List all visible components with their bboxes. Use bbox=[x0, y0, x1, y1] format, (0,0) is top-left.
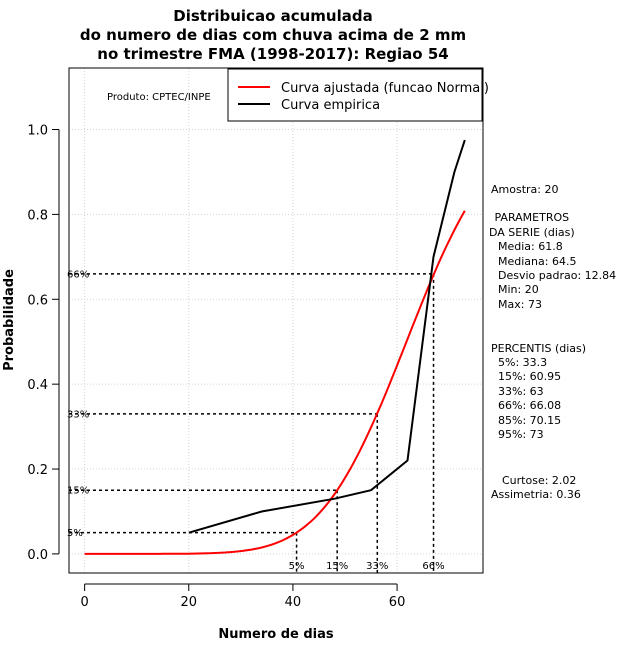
percentil-33: 33%: 63 bbox=[498, 385, 544, 398]
statistics-panel: Amostra: 20 PARAMETROS DA SERIE (dias) M… bbox=[489, 183, 616, 501]
param-min: Min: 20 bbox=[498, 283, 539, 296]
legend-label-fitted: Curva ajustada (funcao Normal) bbox=[281, 81, 489, 96]
x-tick-label-2: 40 bbox=[285, 595, 302, 610]
guide-label-left-3: 66% bbox=[67, 269, 89, 280]
axes: 0 20 40 60 0.0 0.2 0.4 0.6 0.8 1.0 bbox=[27, 124, 405, 610]
percentil-66: 66%: 66.08 bbox=[498, 399, 561, 412]
params-header-2: DA SERIE (dias) bbox=[489, 226, 575, 239]
y-tick-label-1: 0.2 bbox=[27, 463, 48, 478]
guide-label-bottom-0: 5% bbox=[289, 561, 305, 572]
legend: Curva ajustada (funcao Normal) Curva emp… bbox=[227, 68, 489, 122]
y-tick-label-0: 0.0 bbox=[27, 548, 48, 563]
param-desvio: Desvio padrao: 12.84 bbox=[498, 269, 616, 282]
guide-label-bottom-3: 66% bbox=[422, 561, 444, 572]
param-mediana: Mediana: 64.5 bbox=[498, 255, 576, 268]
param-max: Max: 73 bbox=[498, 298, 542, 311]
percentil-15: 15%: 60.95 bbox=[498, 370, 561, 383]
skewness: Assimetria: 0.36 bbox=[491, 488, 581, 501]
param-media: Media: 61.8 bbox=[498, 240, 563, 253]
guide-label-bottom-2: 33% bbox=[366, 561, 388, 572]
y-tick-label-3: 0.6 bbox=[27, 293, 48, 308]
legend-box bbox=[227, 68, 483, 122]
percentis-header: PERCENTIS (dias) bbox=[491, 342, 586, 355]
percentil-85: 85%: 70.15 bbox=[498, 414, 561, 427]
plot-frame bbox=[68, 67, 484, 574]
chart-title-line-3: no trimestre FMA (1998-2017): Regiao 54 bbox=[97, 45, 448, 63]
y-tick-label-2: 0.4 bbox=[27, 378, 48, 393]
chart-title-line-1: Distribuicao acumulada bbox=[173, 7, 372, 25]
kurtosis: Curtose: 2.02 bbox=[502, 474, 576, 487]
guide-label-left-1: 15% bbox=[67, 486, 89, 497]
producer-label: Produto: CPTEC/INPE bbox=[107, 92, 211, 103]
grid bbox=[69, 68, 483, 573]
y-axis-title: Probabilidade bbox=[2, 269, 17, 371]
x-tick-label-1: 20 bbox=[181, 595, 198, 610]
percentile-guides: 5% 5% 15% 15% 33% 33% 66% 66% bbox=[67, 269, 445, 573]
x-tick-label-3: 60 bbox=[389, 595, 406, 610]
series-line-empirical bbox=[188, 139, 466, 534]
legend-label-empirical: Curva empirica bbox=[281, 98, 380, 113]
y-tick-label-4: 0.8 bbox=[27, 208, 48, 223]
y-tick-label-5: 1.0 bbox=[27, 124, 48, 139]
x-tick-label-0: 0 bbox=[80, 595, 88, 610]
x-axis-title: Numero de dias bbox=[218, 627, 334, 642]
percentil-5: 5%: 33.3 bbox=[498, 356, 547, 369]
percentil-95: 95%: 73 bbox=[498, 428, 544, 441]
series-line-fitted-normal bbox=[84, 210, 466, 555]
sample-size: Amostra: 20 bbox=[491, 183, 558, 196]
chart-title-line-2: do numero de dias com chuva acima de 2 m… bbox=[80, 26, 466, 44]
guide-label-left-0: 5% bbox=[67, 528, 83, 539]
guide-label-bottom-1: 15% bbox=[326, 561, 348, 572]
series bbox=[84, 139, 466, 555]
guide-label-left-2: 33% bbox=[67, 409, 89, 420]
params-header-1: PARAMETROS bbox=[491, 211, 569, 224]
